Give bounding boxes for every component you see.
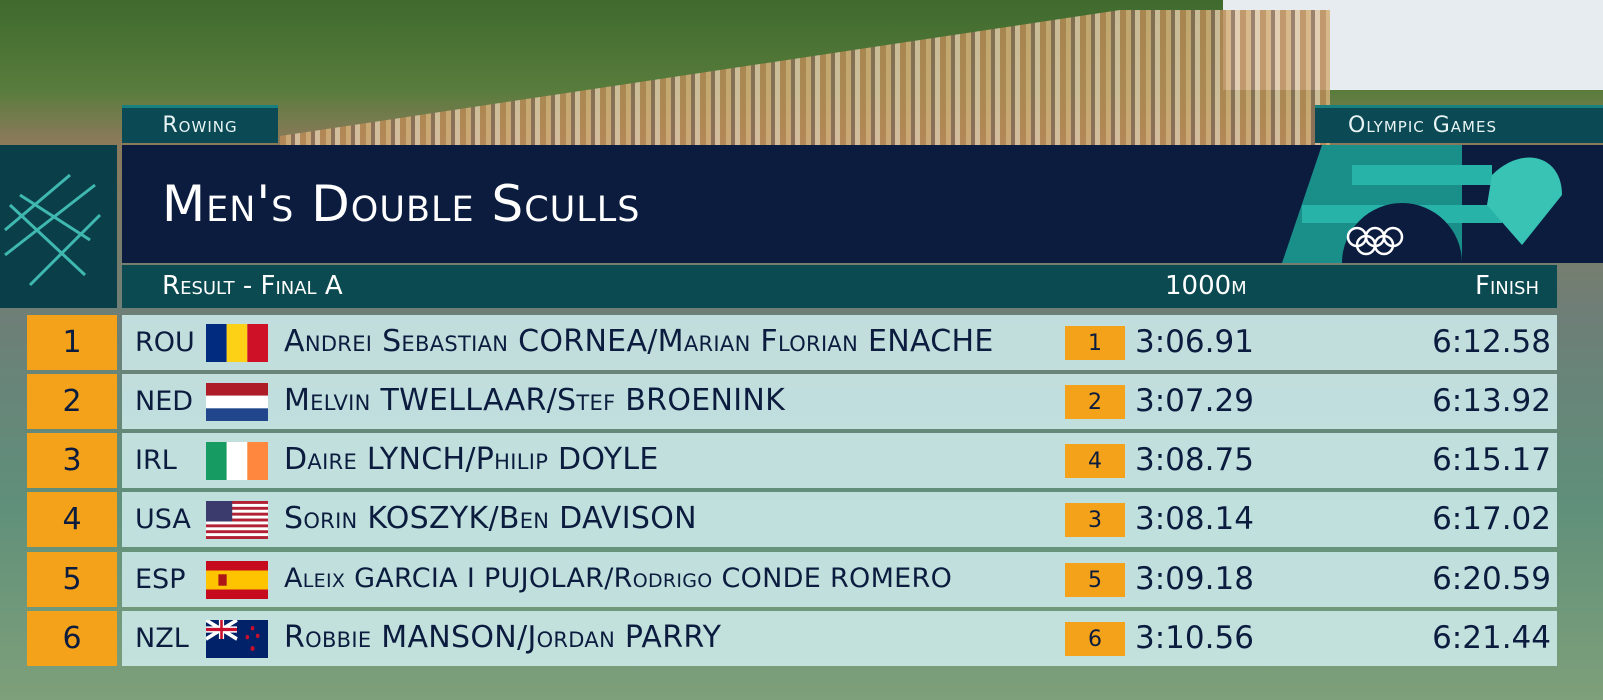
crew: Melvin TWELLAAR/Stef BROENINK — [284, 383, 786, 418]
finish-time: 6:20.59 — [1432, 561, 1551, 597]
country-code: ESP — [135, 564, 186, 595]
result-row: USA Sorin KOSZYK/Ben DAVISON 3 3:08.14 6… — [122, 492, 1557, 547]
split-time: 3:08.14 — [1135, 501, 1254, 537]
finish-time: 6:13.92 — [1432, 383, 1551, 419]
finish-time: 6:15.17 — [1432, 442, 1551, 478]
sport-tab: Rowing — [122, 105, 278, 143]
oars-icon — [4, 173, 102, 287]
split-rank: 2 — [1065, 385, 1125, 419]
result-row: IRL Daire LYNCH/Philip DOYLE 4 3:08.75 6… — [122, 433, 1557, 488]
finish-time: 6:12.58 — [1432, 324, 1551, 360]
crew: Robbie MANSON/Jordan PARRY — [284, 620, 722, 655]
rank: 4 — [27, 492, 117, 547]
country-code: NZL — [135, 623, 189, 654]
finish-label: Finish — [1475, 271, 1539, 301]
result-row: NED Melvin TWELLAAR/Stef BROENINK 2 3:07… — [122, 374, 1557, 429]
crew: Andrei Sebastian CORNEA/Marian Florian E… — [284, 324, 994, 359]
flag — [206, 501, 268, 539]
flag — [206, 442, 268, 480]
event-title: Men's Double Sculls — [162, 175, 641, 233]
split-rank: 3 — [1065, 503, 1125, 537]
subheader: Result - Final A 1000m Finish — [122, 265, 1557, 308]
country-code: IRL — [135, 445, 177, 476]
result-row: NZL Robbie MANSON/Jordan PARRY 6 3:10.56… — [122, 611, 1557, 666]
country-code: NED — [135, 386, 194, 417]
sport: Rowing — [162, 113, 238, 138]
split-time: 3:10.56 — [1135, 620, 1254, 656]
split-rank: 5 — [1065, 563, 1125, 597]
country-code: ROU — [135, 327, 195, 358]
rank: 1 — [27, 315, 117, 370]
finish-time: 6:21.44 — [1432, 620, 1551, 656]
result-row: ROU Andrei Sebastian CORNEA/Marian Flori… — [122, 315, 1557, 370]
split-time: 3:07.29 — [1135, 383, 1254, 419]
flag — [206, 561, 268, 599]
finish-time: 6:17.02 — [1432, 501, 1551, 537]
split-rank: 6 — [1065, 622, 1125, 656]
split-rank: 1 — [1065, 326, 1125, 360]
round: Result - Final A — [162, 271, 343, 301]
split-rank: 4 — [1065, 444, 1125, 478]
split-label: 1000m — [1165, 271, 1247, 301]
country-code: USA — [135, 504, 191, 535]
games-logo — [1282, 145, 1562, 263]
flag — [206, 620, 268, 658]
crew: Aleix GARCIA I PUJOLAR/Rodrigo CONDE ROM… — [284, 563, 953, 594]
title-bar: Men's Double Sculls — [122, 145, 1603, 263]
rank: 5 — [27, 552, 117, 607]
flag — [206, 324, 268, 362]
crew: Daire LYNCH/Philip DOYLE — [284, 442, 659, 477]
rank: 3 — [27, 433, 117, 488]
rank: 6 — [27, 611, 117, 666]
flag — [206, 383, 268, 421]
rank: 2 — [27, 374, 117, 429]
sport-icon — [0, 145, 117, 308]
split-time: 3:09.18 — [1135, 561, 1254, 597]
brand: Olympic Games — [1348, 113, 1497, 138]
split-time: 3:08.75 — [1135, 442, 1254, 478]
crew: Sorin KOSZYK/Ben DAVISON — [284, 501, 697, 536]
result-row: ESP Aleix GARCIA I PUJOLAR/Rodrigo CONDE… — [122, 552, 1557, 607]
brand-tab: Olympic Games — [1315, 105, 1603, 143]
split-time: 3:06.91 — [1135, 324, 1254, 360]
